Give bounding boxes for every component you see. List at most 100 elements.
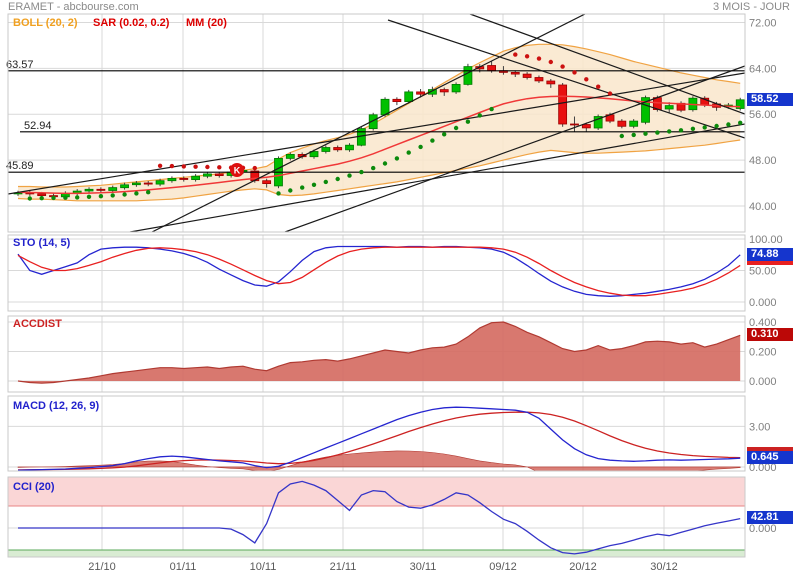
y-tick-label: 48.00 (749, 155, 777, 167)
sar-dot (276, 191, 281, 196)
sar-dot (465, 119, 471, 124)
sar-dot (382, 161, 388, 166)
accdist-value-badge: 0.310 (747, 328, 793, 341)
candle-up (84, 188, 94, 192)
sar-dot (513, 52, 518, 57)
sar-dot (146, 190, 151, 195)
sar-dot (655, 130, 660, 135)
sar-dot (619, 133, 624, 139)
event-marker-circle (230, 163, 244, 177)
candle-up (451, 84, 461, 93)
mm20-line (17, 95, 741, 195)
sar-dot (347, 173, 352, 178)
candle-down (143, 182, 153, 185)
candle-down (96, 188, 106, 191)
candle-down (392, 98, 402, 103)
y-tick-label: 0.200 (749, 347, 777, 359)
candle-down (214, 173, 224, 176)
sar-dot (86, 194, 92, 199)
y-tick-label: 64.00 (749, 63, 777, 75)
bollinger-upper-line (18, 43, 741, 188)
indicator-label-bollinger: BOLL (20, 2) (13, 17, 78, 29)
sar-dot (572, 70, 577, 75)
period-label: 3 MOIS - JOUR (712, 1, 790, 13)
candle-up (108, 187, 118, 191)
trend-line (8, 72, 745, 195)
sar-dot (98, 194, 104, 199)
sar-dot (714, 123, 719, 129)
sto-panel (8, 235, 745, 311)
macd-signal-line (17, 411, 741, 471)
trend-line (129, 123, 745, 232)
sar-dot (51, 195, 56, 201)
sar-dot (631, 132, 636, 138)
candle-down (570, 123, 579, 126)
sto-panel-border (7, 234, 746, 312)
candle-down (487, 65, 497, 72)
sar-dot (205, 164, 210, 170)
sar-dot (335, 176, 340, 182)
sar-dot (643, 131, 648, 136)
sar-dot (667, 129, 672, 134)
candle-down (522, 73, 532, 78)
candle-down (333, 147, 343, 151)
candle-up (321, 147, 331, 152)
sar-dot (359, 169, 364, 175)
candle-down (617, 120, 627, 127)
x-axis-label: 09/12 (489, 561, 517, 573)
indicator-label-sar: SAR (0.02, 0.2) (93, 17, 170, 29)
bollinger-band-fill (18, 44, 741, 201)
trend-line (469, 14, 745, 115)
event-marker-label: K (234, 166, 241, 176)
candle-up (309, 151, 319, 158)
cci-oversold-band (8, 550, 745, 557)
candle-down (416, 91, 425, 95)
sar-dot (169, 163, 175, 169)
sar-dot (678, 128, 684, 133)
y-tick-label: 0.000 (749, 297, 777, 309)
sar-dot (524, 54, 530, 59)
y-tick-label: 0.000 (749, 462, 777, 474)
macd-panel-border (7, 395, 746, 472)
sar-dot (394, 156, 400, 161)
cci-panel-border (7, 476, 746, 558)
sar-dot (560, 64, 565, 69)
candle-up (285, 153, 295, 159)
sar-dot (110, 193, 115, 198)
sar-dot (536, 56, 542, 61)
main-panel-border (7, 13, 746, 233)
sar-dot (27, 196, 32, 201)
candle-down (262, 180, 272, 184)
sar-dot (477, 113, 482, 118)
y-tick-label: 50.00 (749, 265, 777, 277)
y-tick-label: 100.00 (749, 234, 783, 246)
candle-up (629, 120, 639, 127)
candle-up (131, 182, 141, 186)
macd-line (17, 406, 741, 471)
candle-up (368, 114, 378, 130)
y-tick-label: 72.00 (749, 17, 777, 29)
candle-up (664, 105, 674, 110)
candle-down (439, 89, 449, 93)
sar-dot (406, 150, 411, 155)
sar-dot (300, 185, 305, 190)
sar-dot (726, 122, 731, 127)
sar-dot (288, 188, 293, 193)
x-axis-label: 21/10 (88, 561, 116, 573)
sar-dot (430, 138, 435, 143)
sar-dot (181, 164, 186, 169)
candle-up (404, 91, 414, 103)
instrument-title: ERAMET - abcbourse.com (8, 1, 139, 13)
y-tick-label: 56.00 (749, 109, 777, 121)
candle-up (167, 177, 177, 182)
sar-dot (217, 165, 222, 170)
x-axis-label: 01/11 (169, 561, 197, 573)
candle-down (37, 193, 47, 196)
macd-value-badge: 0.645 (747, 451, 793, 464)
candle-up (427, 89, 437, 95)
trend-line (151, 14, 586, 232)
last-price-badge: 58.52 (747, 93, 793, 106)
candle-down (534, 77, 544, 82)
candle-up (203, 173, 212, 177)
